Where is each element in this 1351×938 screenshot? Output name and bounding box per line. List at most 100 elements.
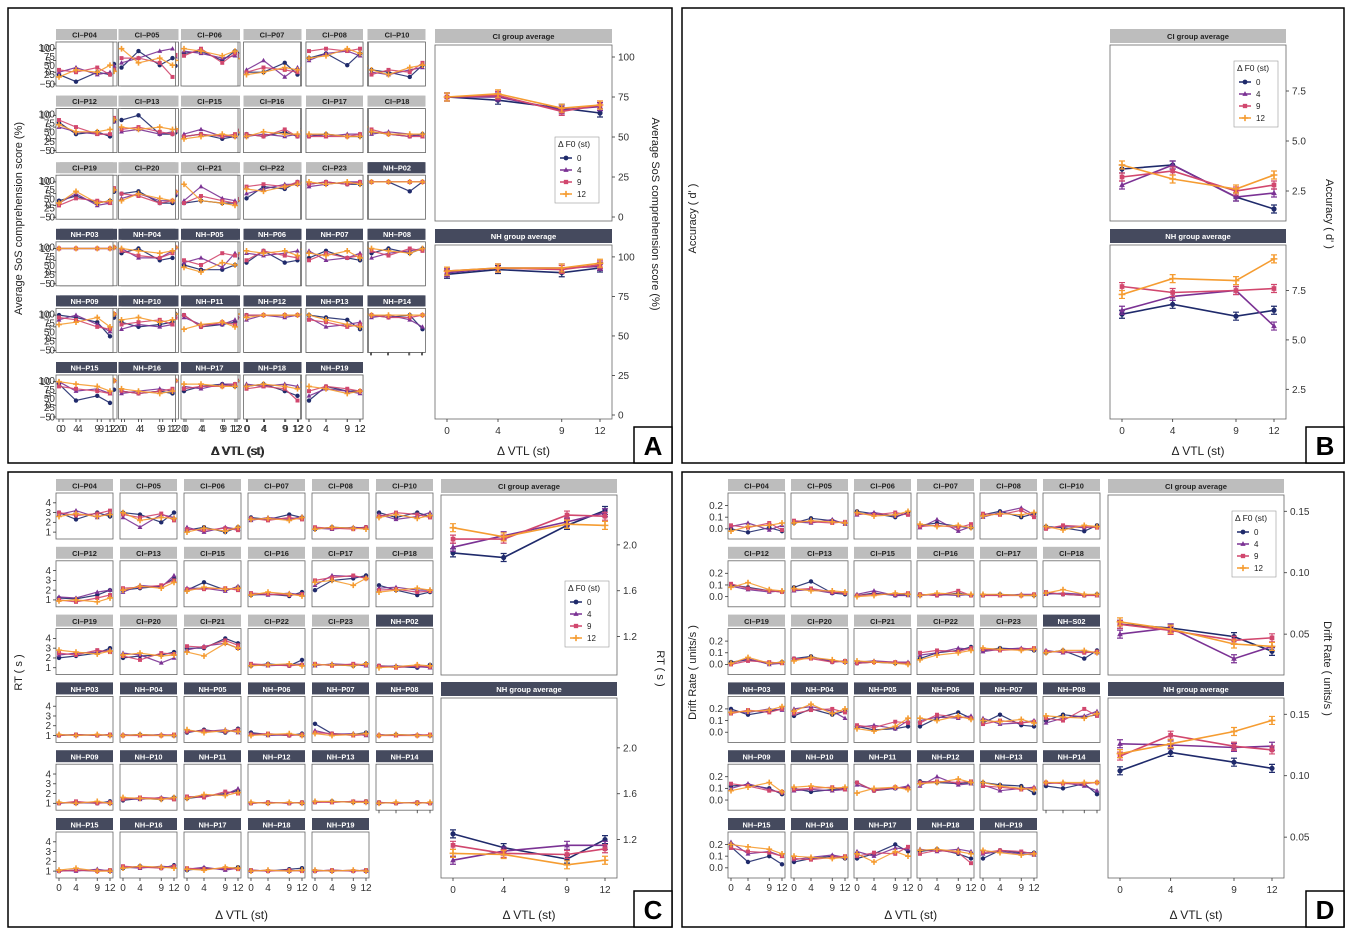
data-point (73, 800, 79, 807)
data-point (202, 795, 206, 800)
data-point (1031, 592, 1037, 599)
data-point (808, 854, 814, 861)
y-tick-label: 0 (49, 79, 55, 90)
data-point (56, 799, 62, 806)
data-point (393, 799, 399, 806)
y-tick-label: 0.10 (1290, 568, 1310, 579)
panel-header (728, 546, 785, 559)
series-line (250, 732, 303, 737)
data-point (597, 110, 603, 116)
data-point (119, 326, 124, 331)
panel-header (791, 682, 848, 695)
data-point (729, 581, 733, 586)
panel-header (243, 362, 301, 373)
data-point (219, 259, 226, 266)
series-line (186, 526, 239, 533)
series-line (58, 867, 110, 872)
data-point (1043, 779, 1049, 786)
data-point (1232, 277, 1240, 284)
participant-panel: NH–P03 (55, 228, 114, 287)
participant-panel: CI–P19 (55, 162, 114, 220)
data-point (385, 312, 392, 318)
data-point (107, 511, 113, 518)
data-point (158, 864, 165, 871)
data-point (329, 732, 335, 739)
participant-panel: CI–P05 (119, 479, 178, 540)
participant-panel: CI–P20 (790, 614, 849, 675)
panel-label: NH–P05 (869, 685, 897, 694)
data-point (1094, 792, 1100, 797)
y-tick-label: 0.2 (709, 501, 723, 512)
data-point (1231, 743, 1237, 749)
x-tick-label: 4 (262, 424, 268, 435)
x-tick-label: 0 (306, 424, 312, 435)
legend-marker (1240, 529, 1246, 535)
data-point (120, 587, 126, 594)
x-tick-label: 0 (917, 883, 923, 894)
x-tick-label: 9 (559, 426, 565, 437)
data-point (260, 128, 267, 135)
plot-area (727, 696, 786, 743)
x-tick-label: 9 (955, 883, 961, 894)
panel-letter: B (1316, 431, 1335, 461)
data-point (201, 729, 207, 736)
data-point (120, 865, 126, 872)
data-point (120, 732, 126, 739)
plot-area (119, 628, 178, 675)
data-point (363, 526, 369, 533)
series-line (793, 703, 846, 715)
panel-label: CI–P12 (744, 549, 769, 558)
data-point (376, 514, 382, 521)
panel-label: NH–P03 (71, 685, 99, 694)
data-point (357, 255, 363, 261)
panel-label: CI–P05 (135, 30, 160, 39)
data-point (243, 314, 250, 321)
series-line (730, 781, 783, 793)
data-point (1043, 713, 1049, 719)
data-point (185, 644, 189, 649)
panel-label: NH–P08 (391, 685, 419, 694)
panel-header (368, 162, 426, 174)
series-line (446, 92, 601, 110)
data-point (137, 517, 143, 524)
data-point (295, 398, 300, 403)
data-point (601, 856, 609, 864)
x-tick-label: 9 (98, 424, 104, 435)
x-tick-label: 4 (200, 424, 206, 435)
panel-letter-box (1305, 890, 1345, 928)
data-point (427, 587, 433, 594)
legend-marker (573, 623, 579, 629)
data-point (119, 65, 124, 70)
series-line (58, 381, 111, 392)
legend-label: 9 (1256, 102, 1261, 111)
series-line (183, 195, 236, 204)
panel-header (306, 295, 363, 307)
data-point (330, 575, 334, 580)
x-tick-label: 4 (265, 883, 271, 894)
y-tick-label: 100 (38, 176, 55, 187)
plot-area (118, 241, 176, 287)
panel-header (181, 95, 238, 107)
x-tick-label: 0 (306, 424, 312, 435)
panel-label: CI–P17 (996, 549, 1021, 558)
x-tick-label: 9 (94, 424, 100, 435)
legend-marker (563, 179, 569, 185)
data-point (108, 72, 112, 77)
y-tick-label: 75 (618, 93, 630, 104)
chart-panel-B: CI–P04 CI–P05 CI–P06 CI–P07 CI–P08 CI–P10CI–P… (40, 7, 1345, 464)
plot-area (853, 560, 912, 608)
data-point (791, 708, 797, 715)
panel-label: NH–P10 (135, 753, 163, 762)
plot-area (55, 241, 114, 287)
data-point (1031, 786, 1037, 793)
participant-panel: NH–P03 (55, 682, 114, 743)
legend-label: 0 (577, 154, 582, 163)
data-point (829, 587, 836, 594)
data-point (198, 255, 204, 260)
data-point (871, 513, 877, 519)
y-tick-label: 0.0 (709, 728, 723, 739)
data-point (261, 134, 266, 139)
data-point (171, 510, 177, 515)
data-point (1018, 592, 1025, 599)
data-point (728, 787, 734, 794)
